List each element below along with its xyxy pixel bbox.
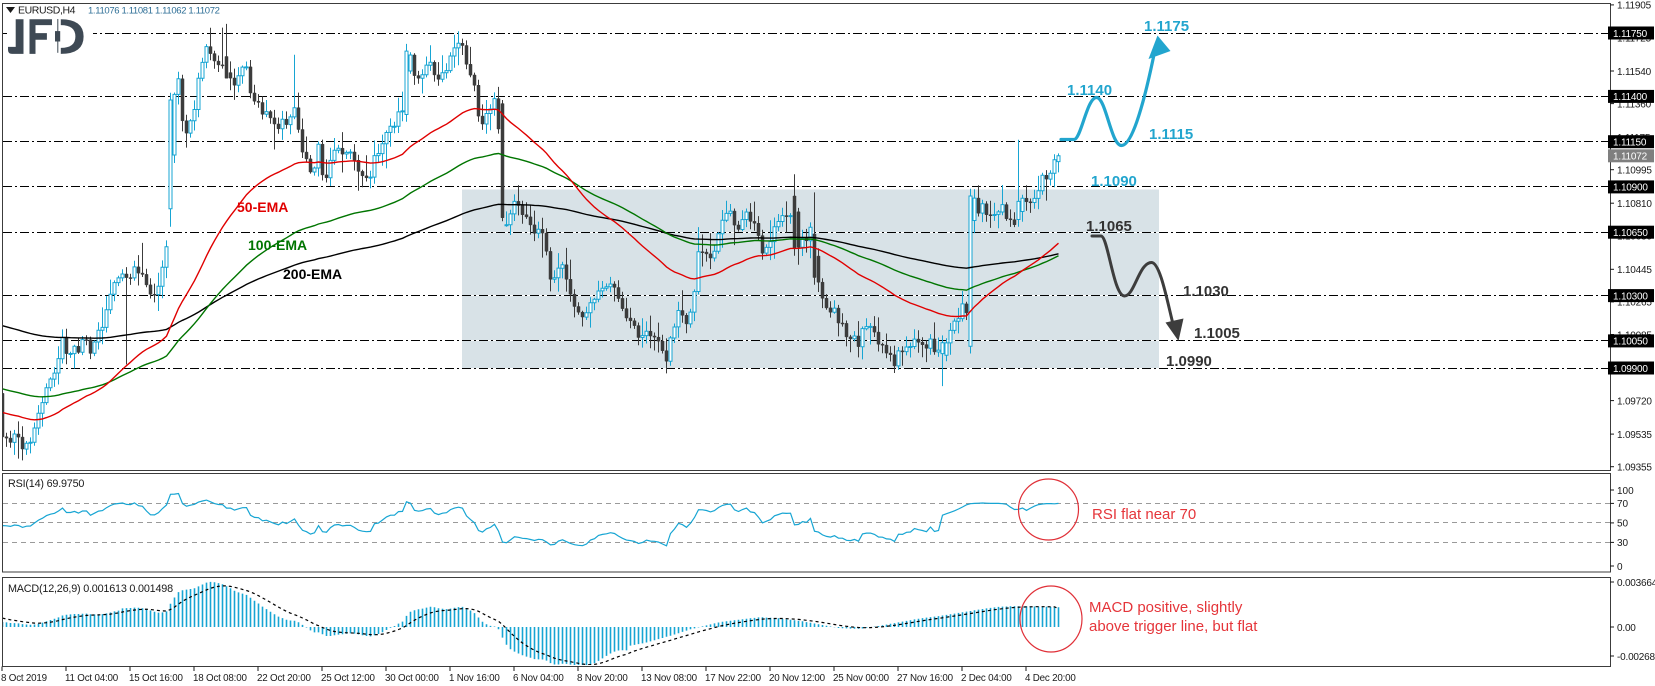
svg-text:EURUSD,H4: EURUSD,H4: [18, 5, 76, 17]
svg-text:1.10650: 1.10650: [1613, 228, 1648, 239]
svg-text:11 Oct 04:00: 11 Oct 04:00: [65, 673, 119, 684]
svg-text:MACD(12,26,9) 0.001613 0.00149: MACD(12,26,9) 0.001613 0.001498: [8, 583, 173, 595]
svg-text:200-EMA: 200-EMA: [283, 266, 342, 282]
svg-text:1.10810: 1.10810: [1617, 199, 1652, 210]
svg-text:1.10050: 1.10050: [1613, 337, 1648, 348]
svg-text:1.1140: 1.1140: [1067, 82, 1112, 99]
svg-text:1.11400: 1.11400: [1613, 92, 1648, 103]
svg-text:6 Nov 04:00: 6 Nov 04:00: [513, 673, 564, 684]
svg-text:1.1005: 1.1005: [1194, 325, 1240, 342]
svg-text:8 Oct 2019: 8 Oct 2019: [1, 673, 47, 684]
svg-text:1.11150: 1.11150: [1613, 138, 1647, 149]
svg-text:1.11905: 1.11905: [1617, 1, 1652, 12]
svg-text:1.0990: 1.0990: [1166, 353, 1212, 370]
svg-text:25 Nov 00:00: 25 Nov 00:00: [833, 673, 890, 684]
svg-text:17 Nov 22:00: 17 Nov 22:00: [705, 673, 762, 684]
svg-text:0.003664: 0.003664: [1617, 578, 1655, 589]
svg-text:100: 100: [1617, 486, 1634, 497]
svg-text:15 Oct 16:00: 15 Oct 16:00: [129, 673, 183, 684]
svg-text:30 Oct 00:00: 30 Oct 00:00: [385, 673, 439, 684]
svg-text:1.11360: 1.11360: [1617, 99, 1652, 110]
svg-text:above trigger line, but flat: above trigger line, but flat: [1089, 618, 1258, 635]
svg-text:1.10445: 1.10445: [1617, 265, 1652, 276]
svg-text:100-EMA: 100-EMA: [248, 237, 307, 253]
svg-text:1.1065: 1.1065: [1086, 218, 1132, 235]
svg-text:-0.00268: -0.00268: [1617, 652, 1655, 663]
svg-text:2 Dec 04:00: 2 Dec 04:00: [961, 673, 1012, 684]
svg-text:1.09720: 1.09720: [1617, 396, 1652, 407]
svg-text:0.00: 0.00: [1617, 623, 1636, 634]
svg-text:RSI(14) 69.9750: RSI(14) 69.9750: [8, 478, 84, 490]
svg-text:0: 0: [1617, 562, 1623, 573]
svg-text:1.11072: 1.11072: [1613, 152, 1648, 163]
svg-text:4 Dec 20:00: 4 Dec 20:00: [1025, 673, 1076, 684]
svg-text:1 Nov 16:00: 1 Nov 16:00: [449, 673, 500, 684]
svg-text:1.1175: 1.1175: [1144, 18, 1189, 35]
svg-text:1.10995: 1.10995: [1617, 166, 1652, 177]
svg-text:8 Nov 20:00: 8 Nov 20:00: [577, 673, 628, 684]
svg-text:1.1030: 1.1030: [1183, 283, 1229, 300]
svg-text:1.11750: 1.11750: [1613, 29, 1648, 40]
svg-text:1.10265: 1.10265: [1617, 298, 1652, 309]
svg-text:MACD positive, slightly: MACD positive, slightly: [1089, 599, 1243, 616]
svg-text:1.09900: 1.09900: [1613, 364, 1648, 375]
svg-text:20 Nov 12:00: 20 Nov 12:00: [769, 673, 826, 684]
svg-text:1.10900: 1.10900: [1613, 183, 1648, 194]
svg-text:18 Oct 08:00: 18 Oct 08:00: [193, 673, 247, 684]
svg-text:50: 50: [1617, 519, 1629, 530]
svg-text:1.11076 1.11081 1.11062 1.1107: 1.11076 1.11081 1.11062 1.11072: [88, 6, 220, 17]
svg-text:1.09355: 1.09355: [1617, 463, 1652, 474]
svg-text:25 Oct 12:00: 25 Oct 12:00: [321, 673, 375, 684]
svg-text:1.11540: 1.11540: [1617, 67, 1652, 78]
svg-text:1.09535: 1.09535: [1617, 430, 1652, 441]
svg-text:27 Nov 16:00: 27 Nov 16:00: [897, 673, 954, 684]
svg-text:70: 70: [1617, 499, 1629, 510]
svg-text:RSI flat near 70: RSI flat near 70: [1092, 506, 1196, 523]
svg-text:1.1090: 1.1090: [1091, 173, 1137, 190]
svg-text:1.1115: 1.1115: [1149, 126, 1193, 143]
svg-text:13 Nov 08:00: 13 Nov 08:00: [641, 673, 698, 684]
svg-text:50-EMA: 50-EMA: [237, 199, 288, 215]
svg-text:30: 30: [1617, 538, 1629, 549]
svg-text:22 Oct 20:00: 22 Oct 20:00: [257, 673, 311, 684]
svg-text:1.10300: 1.10300: [1613, 291, 1648, 302]
